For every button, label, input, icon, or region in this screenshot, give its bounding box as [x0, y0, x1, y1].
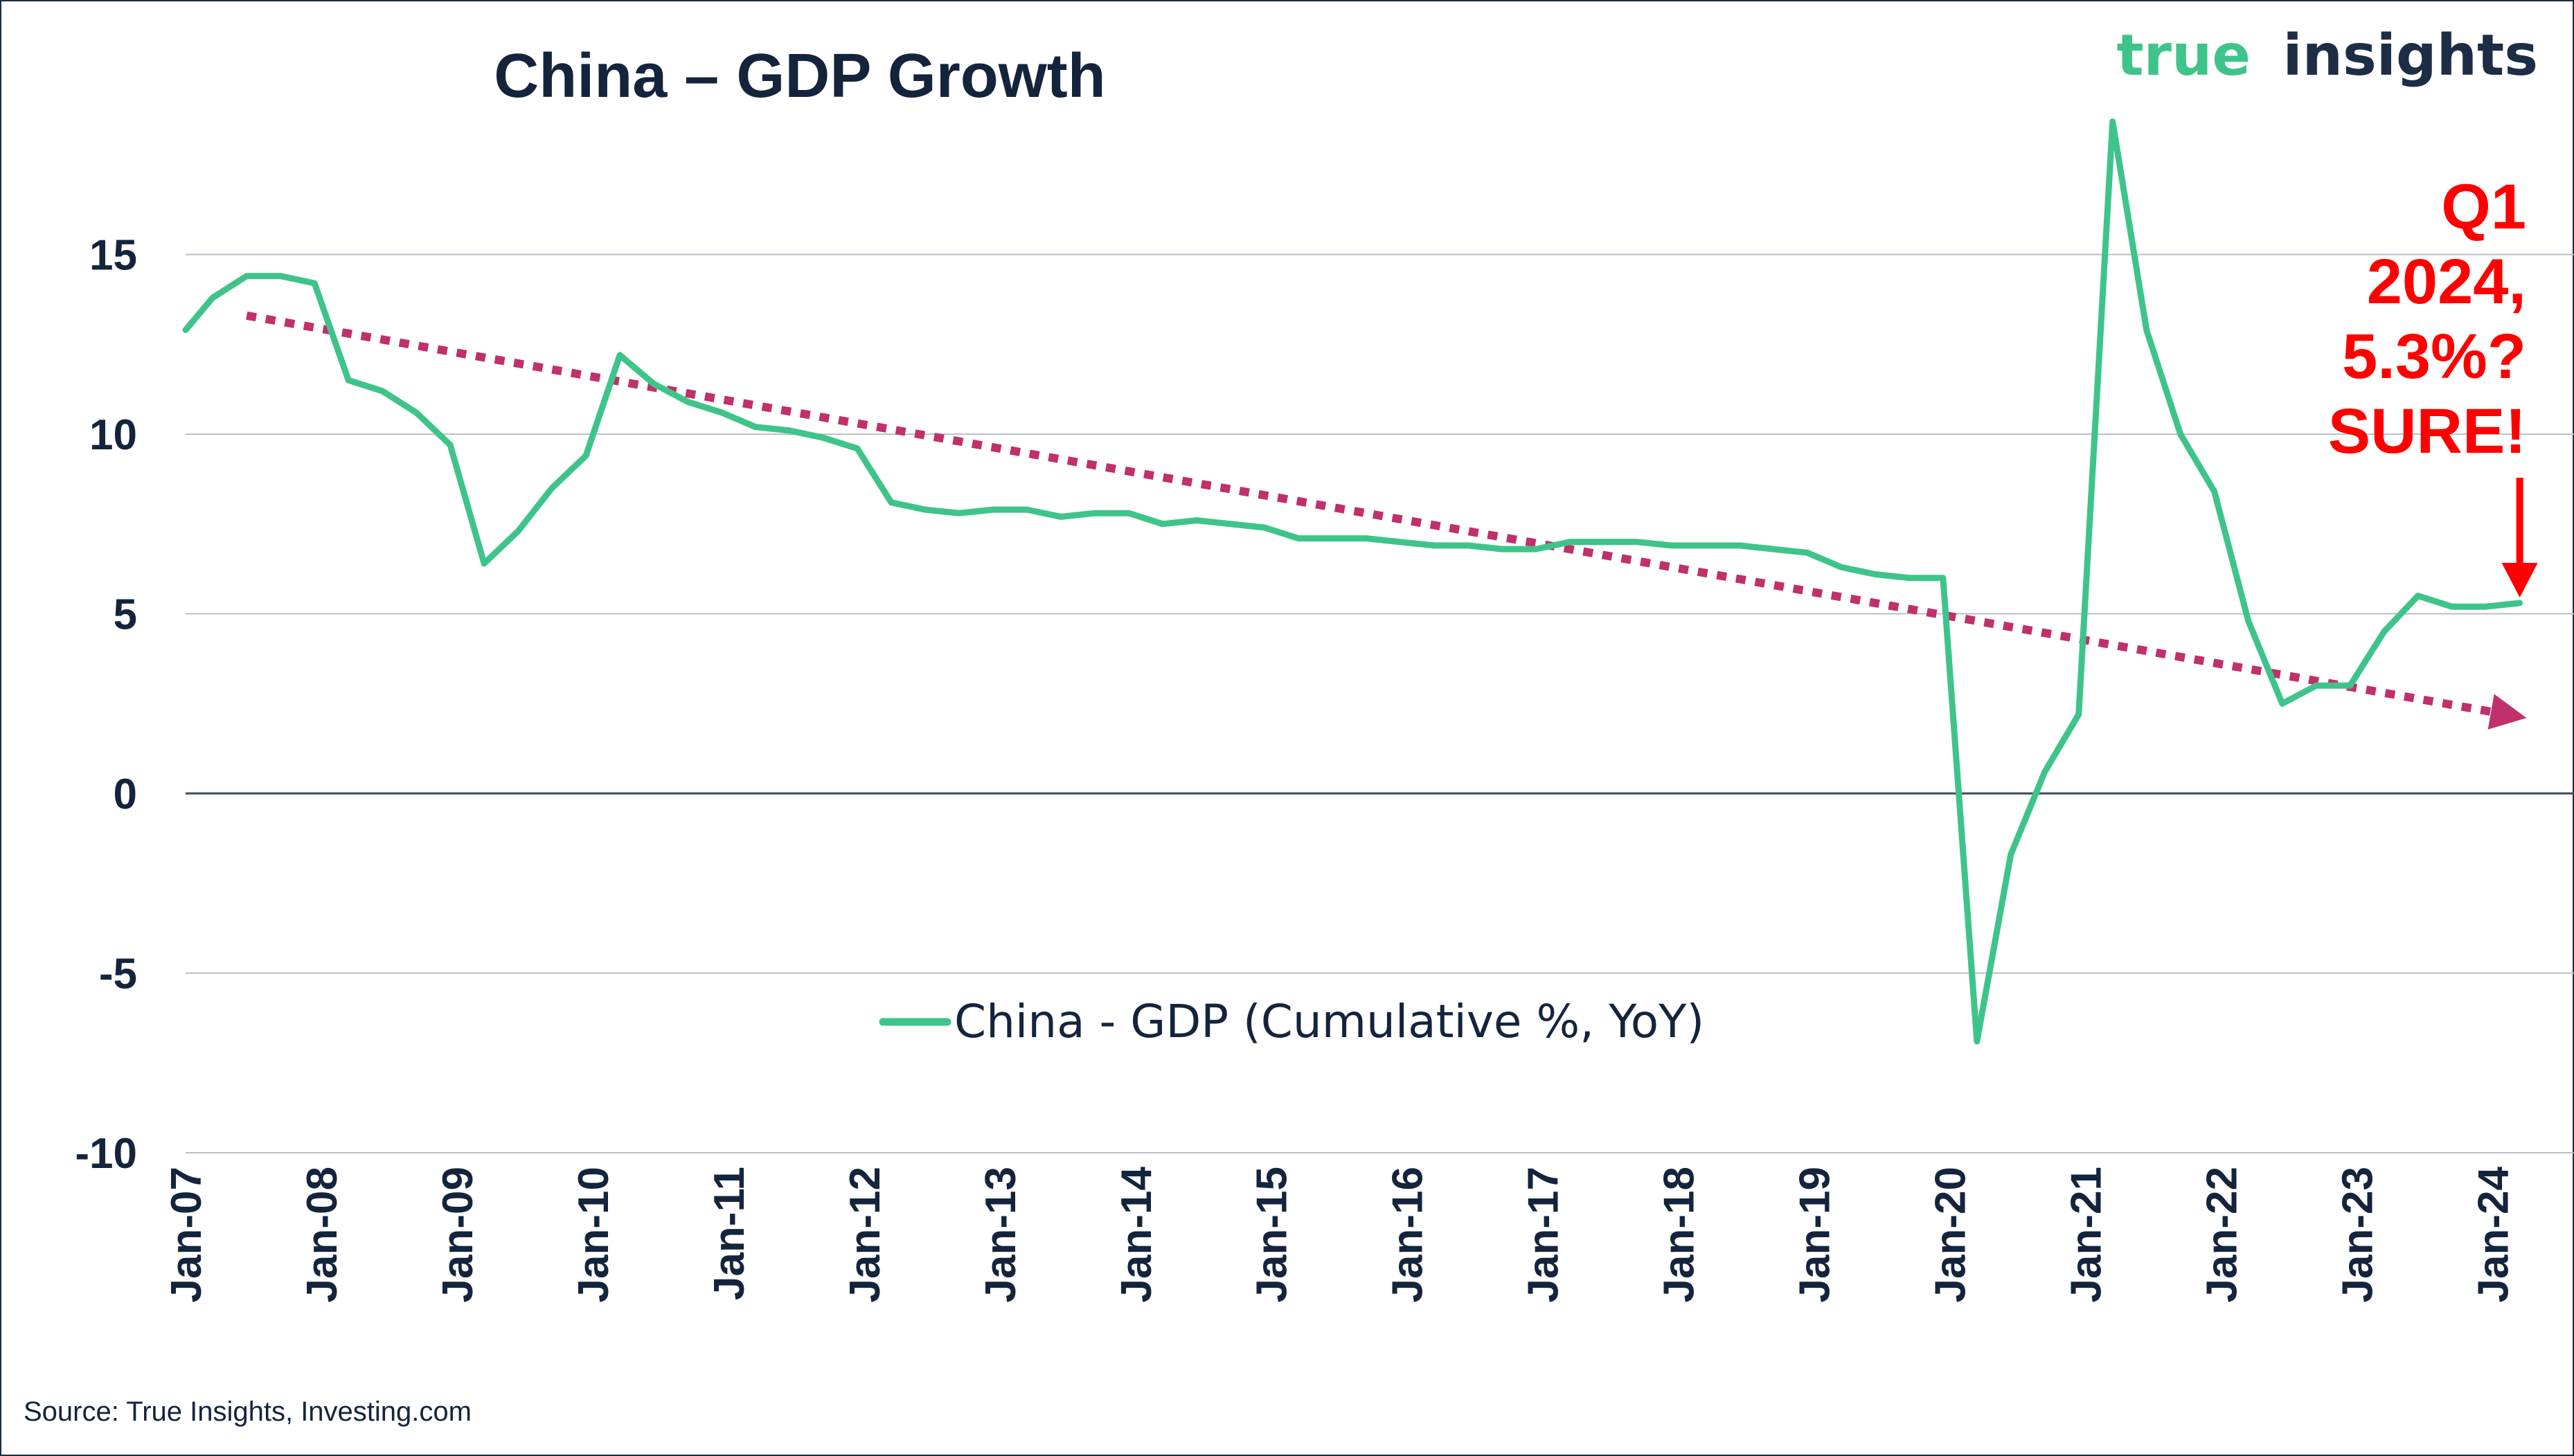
- y-tick-label: 10: [89, 411, 137, 459]
- x-tick-label: Jan-11: [706, 1167, 753, 1300]
- x-tick-label: Jan-20: [1927, 1167, 1975, 1302]
- y-tick-label: -5: [99, 951, 137, 998]
- x-tick-label: Jan-18: [1656, 1167, 1704, 1302]
- x-tick-label: Jan-10: [570, 1167, 618, 1302]
- x-tick-label: Jan-19: [1791, 1167, 1839, 1302]
- annotation-line: 5.3%?: [2342, 321, 2526, 392]
- x-tick-label: Jan-17: [1520, 1167, 1568, 1302]
- y-tick-label: -10: [75, 1130, 137, 1178]
- source-note: Source: True Insights, Investing.com: [24, 1396, 472, 1427]
- trendline-dotted: [246, 311, 2492, 716]
- series-lines: [182, 118, 2523, 1045]
- x-tick-label: Jan-15: [1249, 1167, 1296, 1302]
- series-line-gdp: [182, 118, 2523, 1045]
- legend: China - GDP (Cumulative %, YoY): [879, 995, 1704, 1048]
- y-tick-label: 0: [114, 771, 137, 818]
- x-tick-label: Jan-12: [841, 1167, 889, 1302]
- trendline: [246, 311, 2527, 730]
- x-tick-label: Jan-23: [2334, 1167, 2381, 1302]
- brand-word-insights: insights: [2283, 23, 2538, 89]
- x-tick-label: Jan-14: [1113, 1166, 1161, 1302]
- gridlines: [186, 253, 2574, 1153]
- y-axis-ticks: 15 10 5 0 -5 -10: [75, 232, 137, 1178]
- legend-label: China - GDP (Cumulative %, YoY): [954, 995, 1704, 1048]
- annotation-line: Q1: [2441, 172, 2526, 242]
- x-tick-label: Jan-16: [1384, 1167, 1432, 1302]
- annotation-line: 2024,: [2367, 246, 2526, 317]
- annotation-line: SURE!: [2328, 396, 2526, 467]
- x-tick-label: Jan-22: [2198, 1167, 2246, 1302]
- brand-logo: true insights: [2116, 23, 2538, 89]
- svg-text:true insights: true insights: [2116, 23, 2538, 89]
- x-tick-label: Jan-13: [977, 1167, 1025, 1302]
- trendline-arrowhead: [2487, 694, 2527, 730]
- x-tick-label: Jan-24: [2469, 1166, 2517, 1302]
- brand-word-true: true: [2116, 23, 2251, 89]
- y-tick-label: 15: [89, 232, 137, 280]
- chart-title: China – GDP Growth: [494, 42, 1105, 111]
- x-tick-label: Jan-07: [163, 1167, 211, 1302]
- annotation-arrow-head: [2501, 562, 2538, 597]
- x-axis-ticks: Jan-07 Jan-08 Jan-09 Jan-10 Jan-11 Jan-12 Jan-…: [163, 1166, 2517, 1302]
- y-tick-label: 5: [114, 591, 137, 639]
- x-tick-label: Jan-08: [298, 1167, 346, 1302]
- x-tick-label: Jan-09: [434, 1167, 482, 1302]
- x-tick-label: Jan-21: [2063, 1167, 2111, 1302]
